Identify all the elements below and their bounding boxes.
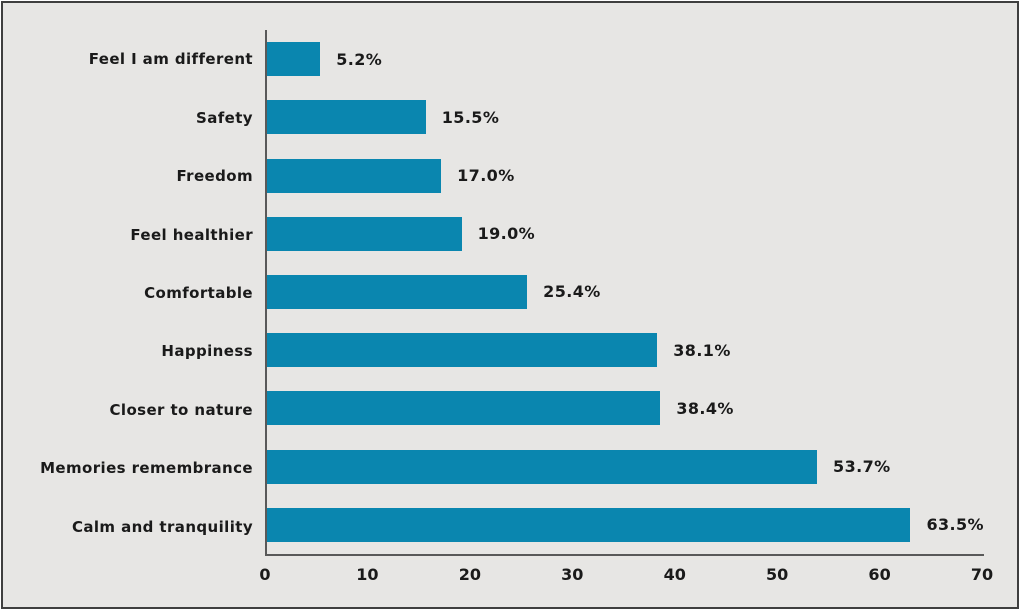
bar (267, 158, 442, 193)
bar (267, 391, 661, 426)
category-label: Calm and tranquility (71, 517, 253, 536)
x-tick-label: 0 (259, 565, 271, 584)
bar (267, 449, 818, 484)
category-label: Happiness (161, 342, 253, 361)
category-label: Feel I am different (88, 50, 253, 69)
category-label: Comfortable (144, 283, 253, 302)
horizontal-bar-chart: Feel I am different Safety Freedom Feel hea… (3, 3, 1017, 607)
x-tick-label: 30 (561, 565, 584, 584)
bar-row: 53.7% (267, 438, 984, 496)
bar (267, 216, 462, 251)
bar-row: 25.4% (267, 263, 984, 321)
bar-value-label: 38.4% (676, 398, 734, 418)
bar-value-label: 17.0% (457, 166, 515, 186)
category-label: Feel healthier (130, 225, 253, 244)
bar-value-label: 53.7% (833, 457, 891, 477)
plot-grid: Feel I am different Safety Freedom Feel hea… (3, 30, 984, 556)
bar-value-label: 63.5% (926, 515, 984, 535)
bar-row: 38.1% (267, 321, 984, 379)
x-tick-label: 70 (970, 565, 994, 584)
bar-row: 5.2% (267, 30, 984, 88)
bar-value-label: 38.1% (673, 340, 731, 360)
category-label: Memories remembrance (40, 459, 253, 478)
bar-row: 38.4% (267, 379, 984, 437)
category-axis: Feel I am different Safety Freedom Feel hea… (3, 30, 265, 556)
bar (267, 42, 321, 77)
x-tick-label: 10 (356, 565, 379, 584)
x-tick-label: 20 (458, 565, 481, 584)
plot-area: 5.2% 15.5% 17.0% 19.0% 25.4% 38.1% 38.4% 53.7% 6… (265, 30, 984, 556)
category-label: Safety (196, 108, 253, 127)
bar-value-label: 5.2% (336, 49, 383, 69)
bar-row: 15.5% (267, 88, 984, 146)
bar-row: 63.5% (267, 496, 984, 554)
x-axis: 0 10 20 30 40 50 60 70 (259, 561, 993, 591)
bar (267, 507, 911, 542)
category-label: Freedom (176, 167, 253, 186)
bar-row: 17.0% (267, 146, 984, 204)
bar (267, 274, 528, 309)
bar (267, 333, 658, 368)
bar-row: 19.0% (267, 205, 984, 263)
bar-value-label: 19.0% (477, 224, 536, 244)
x-tick-label: 40 (663, 565, 686, 584)
bar-value-label: 25.4% (543, 282, 601, 302)
bar-value-label: 15.5% (441, 107, 500, 127)
bar (267, 100, 426, 135)
category-label: Closer to nature (109, 400, 253, 419)
x-tick-label: 60 (868, 565, 891, 584)
x-tick-label: 50 (766, 565, 789, 584)
